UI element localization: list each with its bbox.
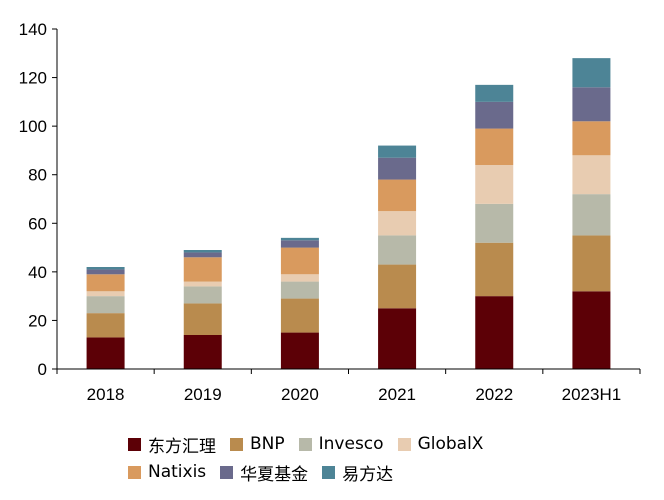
- bar-segment: [183, 286, 222, 304]
- y-tick-label: 60: [28, 214, 47, 233]
- bar-segment: [280, 274, 319, 282]
- y-tick-label: 120: [19, 69, 47, 88]
- legend-label: 东方汇理: [148, 436, 216, 457]
- bar-segment: [378, 157, 417, 180]
- legend-swatch: [397, 437, 411, 451]
- bar-segment: [86, 269, 125, 275]
- bar-segment: [280, 237, 319, 241]
- bar-segment: [378, 235, 417, 265]
- x-tick-label: 2018: [87, 385, 125, 404]
- legend-label: BNP: [250, 434, 285, 454]
- legend-swatch: [220, 465, 234, 479]
- bar-segment: [86, 337, 125, 369]
- legend-swatch: [128, 465, 141, 479]
- x-tick-label: 2019: [184, 385, 222, 404]
- bar-segment: [183, 335, 222, 369]
- legend: 东方汇理 BNP Invesco GlobalX Natixis 华夏基金 易方…: [128, 430, 648, 486]
- bar-segment: [475, 203, 514, 243]
- bar-segment: [280, 247, 319, 275]
- bar-segment: [378, 211, 417, 236]
- bar-segment: [280, 281, 319, 299]
- bar-segment: [572, 291, 611, 369]
- legend-item-东方汇理: 东方汇理: [128, 432, 216, 457]
- bar-segment: [572, 235, 611, 292]
- legend-swatch: [230, 437, 243, 451]
- bar-segment: [183, 303, 222, 335]
- bar-segment: [183, 281, 222, 287]
- legend-label: 华夏基金: [240, 464, 309, 485]
- x-tick-label: 2023H1: [562, 385, 622, 404]
- bar-segment: [572, 194, 611, 236]
- bar-segment: [475, 84, 514, 102]
- bar-segment: [183, 257, 222, 282]
- y-tick-label: 140: [19, 20, 47, 39]
- bar-segment: [183, 250, 222, 253]
- y-tick-label: 100: [19, 117, 47, 136]
- bar-segment: [86, 274, 125, 292]
- bar-segment: [378, 264, 417, 309]
- bar-segment: [280, 240, 319, 248]
- bar-segment: [183, 252, 222, 258]
- bar-segment: [378, 145, 417, 158]
- legend-item-invesco: Invesco: [298, 434, 384, 454]
- x-tick-label: 2020: [281, 385, 319, 404]
- legend-row-2: Natixis 华夏基金 易方达: [128, 458, 648, 486]
- bar-segment: [280, 298, 319, 333]
- y-axis-ticks: 0 20 40 60 80 100 120 140: [19, 20, 57, 379]
- bar-segment: [86, 291, 125, 297]
- y-tick-label: 0: [38, 360, 47, 379]
- y-tick-label: 80: [28, 166, 47, 185]
- legend-label: 易方达: [342, 464, 394, 485]
- legend-label: Natixis: [148, 462, 207, 482]
- bars-layer: [86, 58, 611, 369]
- bar-segment: [475, 296, 514, 369]
- bar-segment: [475, 242, 514, 297]
- legend-swatch: [128, 437, 141, 451]
- legend-item-易方达: 易方达: [322, 460, 393, 485]
- y-tick-label: 40: [28, 263, 47, 282]
- legend-item-globalx: GlobalX: [397, 434, 484, 454]
- bar-segment: [475, 101, 514, 129]
- legend-label: GlobalX: [417, 434, 484, 454]
- bar-segment: [572, 121, 611, 156]
- bar-segment: [86, 313, 125, 338]
- legend-label: Invesco: [318, 434, 384, 454]
- bar-segment: [572, 58, 611, 88]
- legend-row-1: 东方汇理 BNP Invesco GlobalX: [128, 430, 648, 458]
- legend-swatch: [322, 465, 336, 479]
- legend-swatch: [298, 437, 312, 451]
- y-tick-label: 20: [28, 311, 47, 330]
- bar-segment: [378, 308, 417, 369]
- bar-segment: [475, 165, 514, 204]
- bar-segment: [86, 296, 125, 314]
- bar-segment: [280, 332, 319, 369]
- bar-segment: [572, 87, 611, 122]
- x-tick-label: 2021: [378, 385, 416, 404]
- x-axis-ticks: 2018 2019 2020 2021 2022 2023H1: [56, 369, 641, 404]
- legend-item-bnp: BNP: [230, 434, 285, 454]
- bar-segment: [475, 128, 514, 165]
- bar-segment: [86, 267, 125, 270]
- bar-segment: [572, 155, 611, 195]
- x-tick-label: 2022: [475, 385, 513, 404]
- bar-segment: [378, 179, 417, 212]
- legend-item-华夏基金: 华夏基金: [220, 460, 308, 485]
- legend-item-natixis: Natixis: [128, 462, 206, 482]
